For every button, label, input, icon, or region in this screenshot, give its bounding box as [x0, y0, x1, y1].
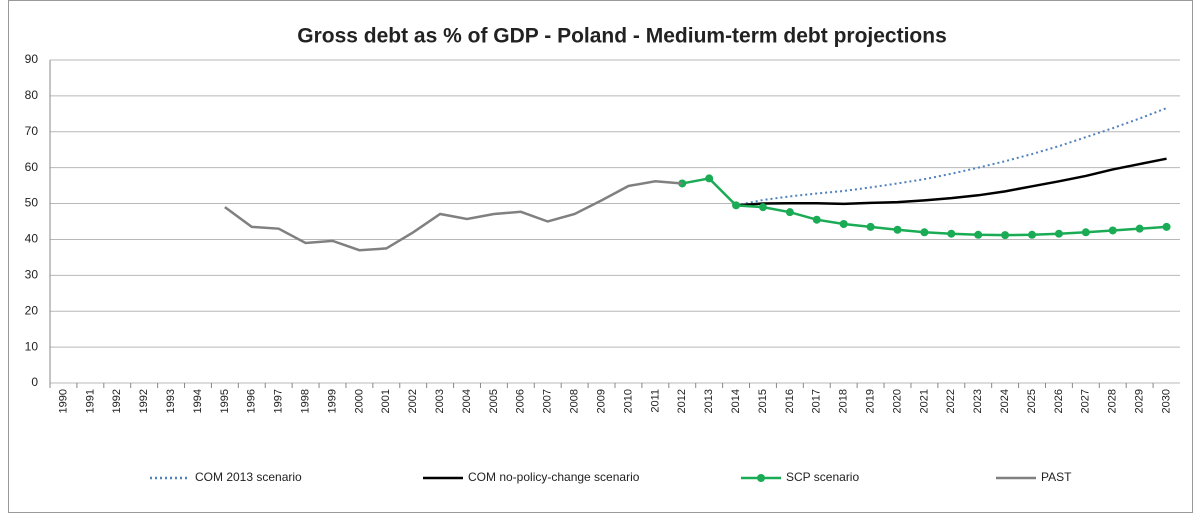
series-line — [735, 157, 1167, 207]
x-tick-label: 2009 — [595, 389, 607, 413]
x-tick-label: 2028 — [1107, 389, 1119, 413]
y-tick-label: 20 — [25, 303, 39, 317]
x-tick-label: 2030 — [1160, 389, 1172, 413]
y-tick-label: 40 — [25, 232, 39, 246]
point — [1162, 222, 1171, 231]
point — [1028, 230, 1037, 239]
x-tick-label: 2011 — [649, 389, 661, 413]
x-tick-label: 2017 — [811, 389, 823, 413]
point — [1054, 229, 1063, 238]
series-line — [224, 180, 683, 252]
legend-label: SCP scenario — [786, 470, 859, 484]
point — [1135, 224, 1144, 233]
point — [785, 208, 794, 217]
series-line — [735, 107, 1167, 207]
x-tick-label: 2027 — [1080, 389, 1092, 413]
x-tick-label: 2013 — [703, 389, 715, 413]
x-tick-label: 2000 — [353, 389, 365, 413]
y-tick-label: 50 — [25, 196, 39, 210]
x-tick-label: 1992 — [111, 389, 123, 413]
x-tick-label: 2014 — [730, 389, 742, 413]
y-tick-label: 90 — [25, 52, 39, 66]
point — [812, 215, 821, 224]
point — [1108, 226, 1117, 235]
y-tick-label: 70 — [25, 124, 39, 138]
x-tick-label: 2025 — [1026, 389, 1038, 413]
chart-frame — [8, 0, 1193, 513]
point — [866, 222, 875, 231]
x-tick-label: 2012 — [676, 389, 688, 413]
legend-label: PAST — [1041, 470, 1072, 484]
point — [732, 201, 741, 210]
point — [947, 229, 956, 238]
x-tick-label: 2007 — [542, 389, 554, 413]
x-tick-label: 2008 — [569, 389, 581, 413]
x-tick-label: 2010 — [622, 389, 634, 413]
x-tick-label: 2018 — [838, 389, 850, 413]
x-tick-label: 1999 — [326, 389, 338, 413]
point — [893, 225, 902, 234]
x-tick-label: 1990 — [57, 389, 69, 413]
y-tick-label: 10 — [25, 339, 39, 353]
point — [974, 230, 983, 239]
legend-label: COM no-policy-change scenario — [468, 470, 640, 484]
point — [1081, 228, 1090, 237]
x-tick-label: 2006 — [515, 389, 527, 413]
x-tick-label: 1995 — [219, 389, 231, 413]
x-tick-label: 2005 — [488, 389, 500, 413]
x-tick-label: 1994 — [192, 389, 204, 413]
x-tick-label: 2015 — [757, 389, 769, 413]
x-tick-label: 2019 — [865, 389, 877, 413]
legend-label: COM 2013 scenario — [195, 470, 302, 484]
point — [705, 174, 714, 183]
legend-marker — [757, 474, 765, 482]
x-tick-label: 1993 — [165, 389, 177, 413]
x-tick-label: 2001 — [380, 389, 392, 413]
x-tick-label: 2022 — [945, 389, 957, 413]
x-tick-label: 1992 — [138, 389, 150, 413]
y-tick-label: 30 — [25, 268, 39, 282]
x-tick-label: 2026 — [1053, 389, 1065, 413]
x-tick-label: 2024 — [999, 389, 1011, 413]
point — [758, 203, 767, 212]
point — [920, 228, 929, 237]
x-tick-label: 1991 — [84, 389, 96, 413]
y-tick-label: 60 — [25, 160, 39, 174]
x-tick-label: 1997 — [273, 389, 285, 413]
x-tick-label: 2020 — [891, 389, 903, 413]
point — [1001, 231, 1010, 240]
point — [839, 220, 848, 229]
x-tick-label: 1998 — [300, 389, 312, 413]
x-tick-label: 2021 — [918, 389, 930, 413]
x-tick-label: 1996 — [246, 389, 258, 413]
x-tick-label: 2004 — [461, 389, 473, 413]
chart-title: Gross debt as % of GDP - Poland - Medium… — [297, 25, 947, 48]
y-tick-label: 80 — [25, 88, 39, 102]
x-tick-label: 2029 — [1134, 389, 1146, 413]
x-tick-label: 2002 — [407, 389, 419, 413]
x-tick-label: 2003 — [434, 389, 446, 413]
y-tick-label: 0 — [31, 375, 38, 389]
x-tick-label: 2023 — [972, 389, 984, 413]
x-tick-label: 2016 — [784, 389, 796, 413]
